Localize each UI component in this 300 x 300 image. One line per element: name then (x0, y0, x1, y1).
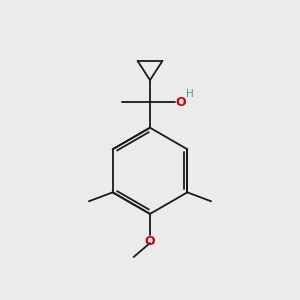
Text: O: O (145, 235, 155, 248)
Text: O: O (176, 96, 187, 109)
Text: H: H (186, 89, 194, 99)
